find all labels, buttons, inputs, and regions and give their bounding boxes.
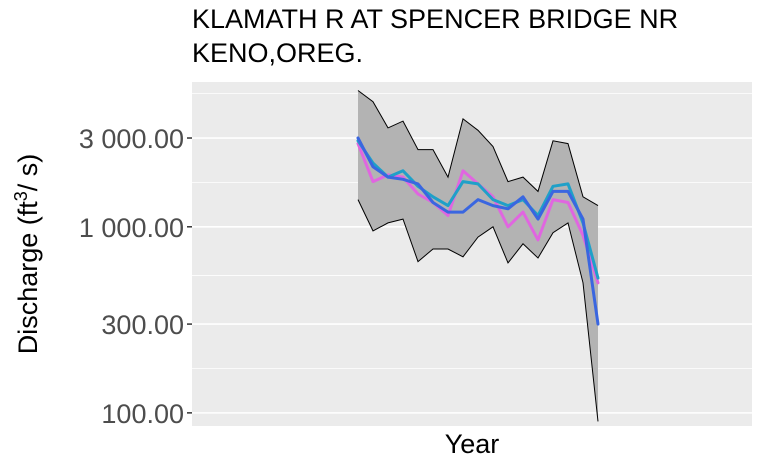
series-line-3 [356,136,600,326]
series-line-2 [356,139,600,280]
series-lines [356,136,600,326]
y-tick-label: 100.00 [101,399,184,429]
range-band-area [358,90,598,422]
x-axis-title: Year [445,429,500,459]
y-axis-title-suffix: / s) [13,154,43,192]
y-axis-title: Discharge (ft3/ s) [11,154,43,355]
range-band-upper-edge [357,90,599,207]
range-band-lower-edge [357,199,599,422]
y-tick-label: 300.00 [101,310,184,340]
y-tick-label: 3 000.00 [79,124,184,154]
y-axis-ticks: 3 000.00 1 000.00 300.00 100.00 [79,124,192,429]
y-axis-title-prefix: Discharge (ft [13,201,43,355]
y-axis-title-sup: 3 [11,191,31,201]
chart-title-line-2: KENO,OREG. [192,38,364,68]
y-tick-label: 1 000.00 [79,213,184,243]
range-band [357,90,599,422]
chart-title-line-1: KLAMATH R AT SPENCER BRIDGE NR [192,4,679,34]
